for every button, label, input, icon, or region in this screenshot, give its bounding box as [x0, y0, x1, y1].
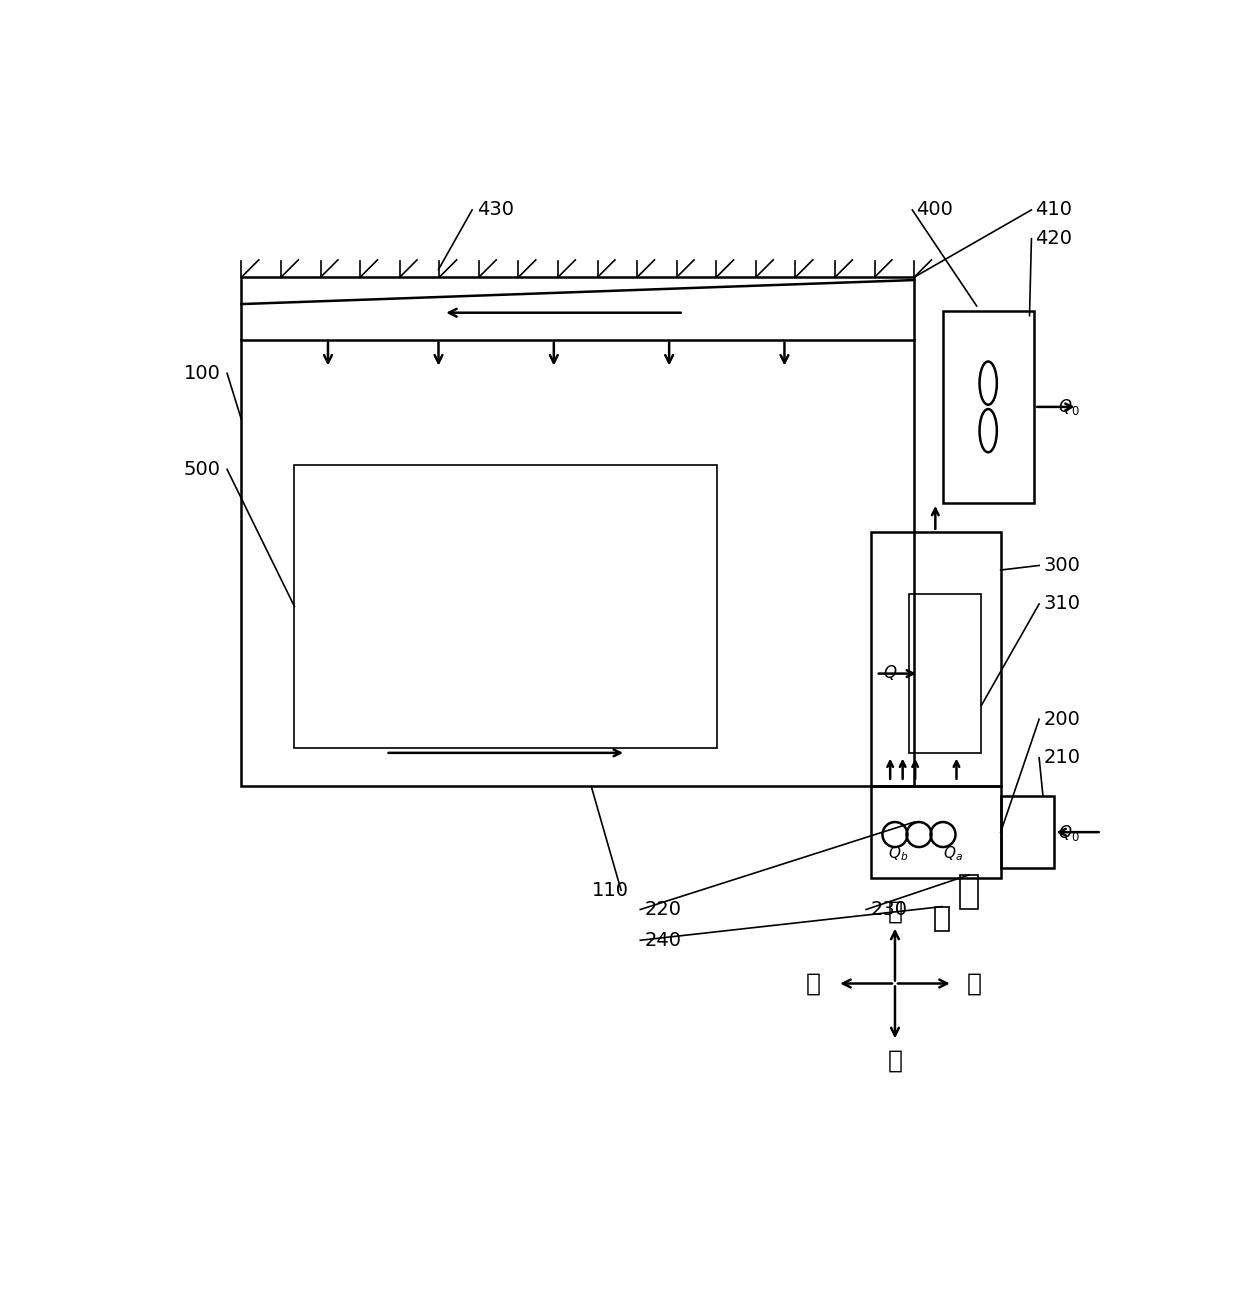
Bar — [935, 906, 949, 931]
Text: $Q_0$: $Q_0$ — [1058, 396, 1080, 417]
Bar — [870, 532, 1001, 786]
Bar — [242, 278, 914, 786]
Text: 下: 下 — [888, 1048, 903, 1073]
Text: 420: 420 — [1035, 230, 1073, 248]
Text: 210: 210 — [1044, 749, 1081, 767]
Text: 230: 230 — [870, 900, 908, 919]
Text: 上: 上 — [888, 900, 903, 923]
Bar — [294, 465, 717, 747]
Text: 后: 后 — [806, 972, 821, 995]
Bar — [942, 311, 1034, 503]
Text: 200: 200 — [1044, 710, 1081, 728]
Text: 430: 430 — [477, 200, 513, 219]
Text: 400: 400 — [916, 200, 954, 219]
Bar — [960, 875, 977, 909]
Text: 500: 500 — [184, 460, 221, 479]
Bar — [909, 594, 982, 753]
Bar — [1001, 797, 1054, 868]
Text: 100: 100 — [184, 364, 221, 382]
Text: $Q_a$: $Q_a$ — [942, 844, 962, 864]
Text: 240: 240 — [645, 931, 682, 950]
Text: Q: Q — [883, 664, 897, 682]
Text: 220: 220 — [645, 900, 682, 919]
Text: $Q_b$: $Q_b$ — [888, 844, 909, 864]
Text: 410: 410 — [1035, 200, 1073, 219]
Bar — [870, 786, 1001, 878]
Text: 前: 前 — [966, 972, 981, 995]
Text: 110: 110 — [593, 880, 629, 900]
Text: 300: 300 — [1044, 556, 1081, 574]
Text: 310: 310 — [1044, 594, 1081, 613]
Text: $Q_0$: $Q_0$ — [1058, 822, 1080, 843]
